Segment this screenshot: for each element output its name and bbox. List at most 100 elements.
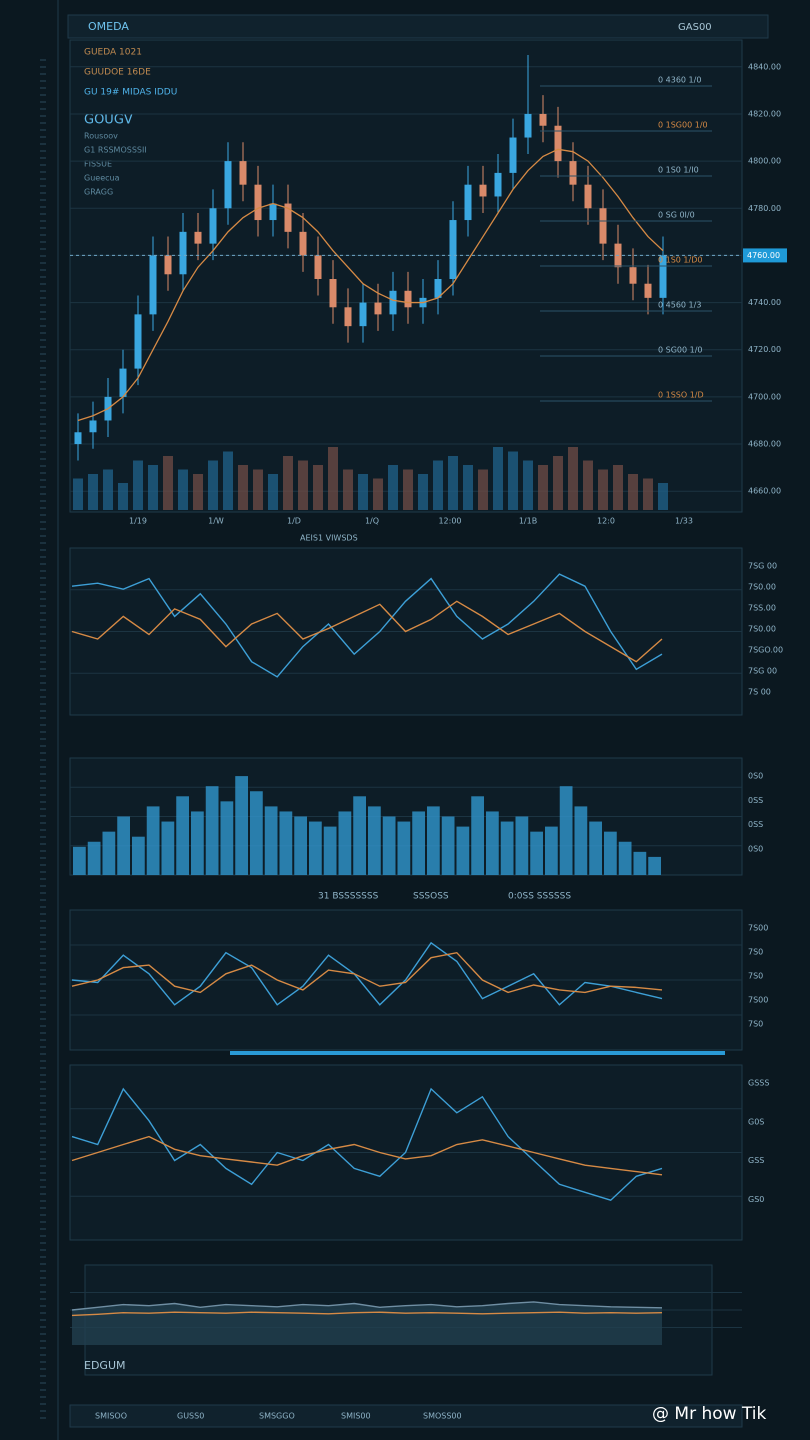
volume-bar xyxy=(628,474,638,510)
candle-body xyxy=(164,255,172,275)
candle-body xyxy=(329,279,337,308)
x-tick-label: 1/33 xyxy=(675,517,693,526)
toolbar-item[interactable]: 0:0SS SSSSSS xyxy=(508,892,571,902)
histogram-bar xyxy=(397,821,411,875)
volume-bar xyxy=(238,465,248,510)
info-heading: GOUGV xyxy=(84,113,133,128)
panel-label: 7S00 xyxy=(748,924,768,933)
panel-label: 7S0 xyxy=(748,972,763,981)
histogram-bar xyxy=(205,786,219,875)
info-line: GU 19# MIDAS IDDU xyxy=(84,88,177,98)
volume-bar xyxy=(298,460,308,510)
candle-body xyxy=(134,314,142,369)
volume-bar xyxy=(88,474,98,510)
toolbar-item[interactable]: SSSOSS xyxy=(413,892,449,902)
candle-body xyxy=(389,290,397,315)
y-tick-label: 4820.00 xyxy=(748,109,781,118)
histogram-bar xyxy=(309,821,322,875)
candle-body xyxy=(179,231,187,275)
footer-item[interactable]: SMOSS00 xyxy=(423,1412,462,1421)
volume-bar xyxy=(568,447,578,510)
watermark: @ Mr how Tik xyxy=(652,1404,767,1424)
x-tick-label: 12:0 xyxy=(597,517,615,526)
volume-bar xyxy=(388,465,398,510)
footer-item[interactable]: SMIS00 xyxy=(341,1412,371,1421)
series-line xyxy=(71,1311,663,1317)
panel-label: 0S0 xyxy=(748,844,763,853)
x-tick-label: 1/1B xyxy=(519,517,537,526)
volume-bar xyxy=(433,460,443,510)
volume-bar xyxy=(373,478,383,510)
panel-label: GS0 xyxy=(748,1195,764,1204)
histogram-bar xyxy=(412,811,425,875)
volume-bar xyxy=(538,465,548,510)
section-note: AEIS1 VIWSDS xyxy=(300,534,358,543)
level-label: 0 1S0 1/I0 xyxy=(658,166,699,175)
toolbar-item[interactable]: 31 BSSSSSSS xyxy=(318,892,379,902)
y-tick-label: 4800.00 xyxy=(748,157,781,166)
volume-bar xyxy=(613,465,623,510)
volume-bar xyxy=(643,478,653,510)
panel-label: GSS xyxy=(748,1156,764,1165)
volume-bar xyxy=(103,469,113,510)
footer-item[interactable]: SMSGGO xyxy=(259,1412,295,1421)
histogram-bar xyxy=(87,841,101,875)
histogram-bar xyxy=(530,831,543,875)
series-line xyxy=(71,1135,663,1176)
histogram-bar xyxy=(545,826,558,875)
volume-bar xyxy=(148,465,158,510)
progress-bar xyxy=(230,1051,725,1055)
volume-bar xyxy=(283,456,293,510)
volume-bar xyxy=(493,447,503,510)
footer-item[interactable]: SMISOO xyxy=(95,1412,127,1421)
price-tag-box xyxy=(743,248,787,263)
volume-bar xyxy=(223,451,233,510)
candle-body xyxy=(584,184,592,209)
histogram-bar xyxy=(323,826,337,875)
volume-bar xyxy=(553,456,563,510)
candle-body xyxy=(284,203,292,232)
level-label: 0 1SSO 1/D xyxy=(658,391,704,400)
candle-body xyxy=(314,255,322,279)
volume-bar xyxy=(463,465,473,510)
volume-bar xyxy=(448,456,458,510)
series-line xyxy=(71,573,663,678)
level-label: 0 4360 1/0 xyxy=(658,76,701,85)
histogram-bar xyxy=(161,821,175,875)
footer-item[interactable]: GUSS0 xyxy=(177,1412,204,1421)
y-tick-label: 4840.00 xyxy=(748,62,781,71)
candle-body xyxy=(119,368,127,397)
app-title: OMEDA xyxy=(88,20,129,33)
histogram-bar xyxy=(589,821,602,875)
price-tag: 4760.00 xyxy=(747,251,780,260)
candle-body xyxy=(269,203,277,221)
histogram-bar xyxy=(191,811,204,875)
volume-bar xyxy=(163,456,173,510)
main-panel xyxy=(69,39,743,513)
volume-bar xyxy=(193,474,203,510)
volume-bar xyxy=(268,474,278,510)
y-tick-label: 4780.00 xyxy=(748,204,781,213)
histogram-bar xyxy=(427,806,440,875)
level-label: 0 4560 1/3 xyxy=(658,301,701,310)
panel-label: 0SS xyxy=(748,820,763,829)
panel-label: 7S0 xyxy=(748,1020,763,1029)
candle-body xyxy=(434,279,442,298)
footer-brand: EDGUM xyxy=(84,1359,126,1372)
candle-body xyxy=(554,125,562,162)
info-sub: FISSUE xyxy=(84,160,112,169)
volume-bar xyxy=(523,460,533,510)
histogram-bar xyxy=(456,826,470,875)
volume-bar xyxy=(343,469,353,510)
candle-body xyxy=(644,283,652,298)
histogram-bar xyxy=(648,856,661,875)
volume-bar xyxy=(403,469,413,510)
series-line xyxy=(71,951,663,994)
y-tick-label: 4660.00 xyxy=(748,487,781,496)
x-tick-label: 1/W xyxy=(208,517,224,526)
panel-label: 7S00 xyxy=(748,996,768,1005)
panel-label: 0SS xyxy=(748,796,763,805)
top-right[interactable]: GAS00 xyxy=(678,22,712,33)
panel-label: 7SG 00 xyxy=(748,667,777,676)
histogram-bar xyxy=(250,791,263,875)
